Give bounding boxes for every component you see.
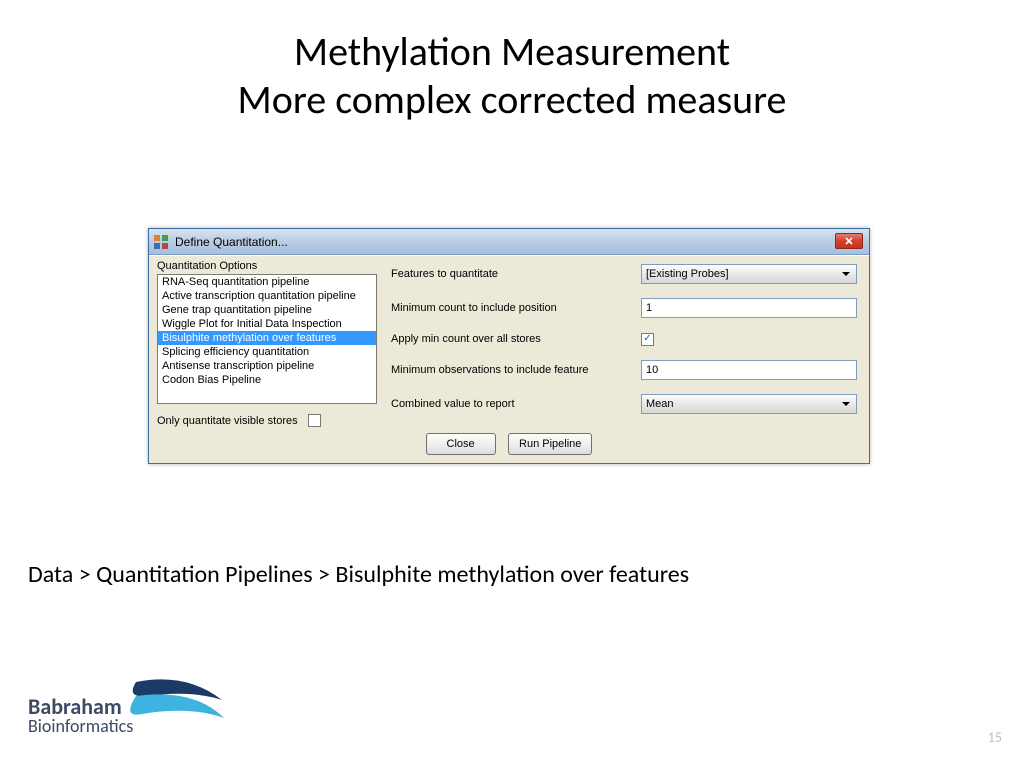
list-item[interactable]: Active transcription quantitation pipeli… — [158, 289, 376, 303]
dialog-titlebar[interactable]: Define Quantitation... — [149, 229, 869, 255]
page-number: 15 — [988, 729, 1002, 746]
min-count-input[interactable] — [641, 298, 857, 318]
list-item[interactable]: Bisulphite methylation over features — [158, 331, 376, 345]
title-line-1: Methylation Measurement — [0, 28, 1024, 76]
apply-min-checkbox[interactable] — [641, 333, 654, 346]
min-count-label: Minimum count to include position — [391, 302, 641, 314]
list-item[interactable]: Gene trap quantitation pipeline — [158, 303, 376, 317]
breadcrumb: Data > Quantitation Pipelines > Bisulphi… — [28, 560, 689, 589]
babraham-logo: Babraham Bioinformatics — [26, 676, 226, 736]
logo-line2: Bioinformatics — [28, 715, 133, 736]
features-dropdown[interactable]: [Existing Probes] — [641, 264, 857, 284]
slide-title: Methylation Measurement More complex cor… — [0, 0, 1024, 124]
close-icon[interactable] — [835, 233, 863, 249]
dialog-body: Quantitation Options RNA-Seq quantitatio… — [149, 255, 869, 463]
apply-min-label: Apply min count over all stores — [391, 333, 641, 345]
list-item[interactable]: Wiggle Plot for Initial Data Inspection — [158, 317, 376, 331]
features-label: Features to quantitate — [391, 268, 641, 280]
run-pipeline-button[interactable]: Run Pipeline — [508, 433, 592, 455]
combined-label: Combined value to report — [391, 398, 641, 410]
close-button[interactable]: Close — [426, 433, 496, 455]
list-item[interactable]: RNA-Seq quantitation pipeline — [158, 275, 376, 289]
min-obs-label: Minimum observations to include feature — [391, 364, 641, 376]
dialog-title: Define Quantitation... — [175, 235, 288, 249]
combined-dropdown[interactable]: Mean — [641, 394, 857, 414]
combined-value: Mean — [646, 398, 674, 410]
quantitation-options-label: Quantitation Options — [157, 260, 377, 272]
visible-stores-checkbox[interactable] — [308, 414, 321, 427]
min-obs-input[interactable] — [641, 360, 857, 380]
app-icon — [153, 234, 169, 250]
quantitation-options-listbox[interactable]: RNA-Seq quantitation pipelineActive tran… — [157, 274, 377, 404]
visible-stores-label: Only quantitate visible stores — [157, 415, 298, 427]
list-item[interactable]: Antisense transcription pipeline — [158, 359, 376, 373]
list-item[interactable]: Codon Bias Pipeline — [158, 373, 376, 387]
define-quantitation-dialog: Define Quantitation... Quantitation Opti… — [148, 228, 870, 464]
list-item[interactable]: Splicing efficiency quantitation — [158, 345, 376, 359]
title-line-2: More complex corrected measure — [0, 76, 1024, 124]
features-value: [Existing Probes] — [646, 268, 729, 280]
